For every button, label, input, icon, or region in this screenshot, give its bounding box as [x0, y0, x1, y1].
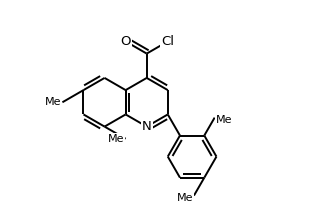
Text: Me: Me: [216, 115, 232, 125]
Text: O: O: [120, 35, 131, 48]
Text: N: N: [142, 120, 152, 133]
Text: Me: Me: [108, 134, 125, 144]
Text: Cl: Cl: [161, 35, 174, 48]
Text: Me: Me: [45, 97, 61, 107]
Text: Me: Me: [176, 193, 193, 203]
